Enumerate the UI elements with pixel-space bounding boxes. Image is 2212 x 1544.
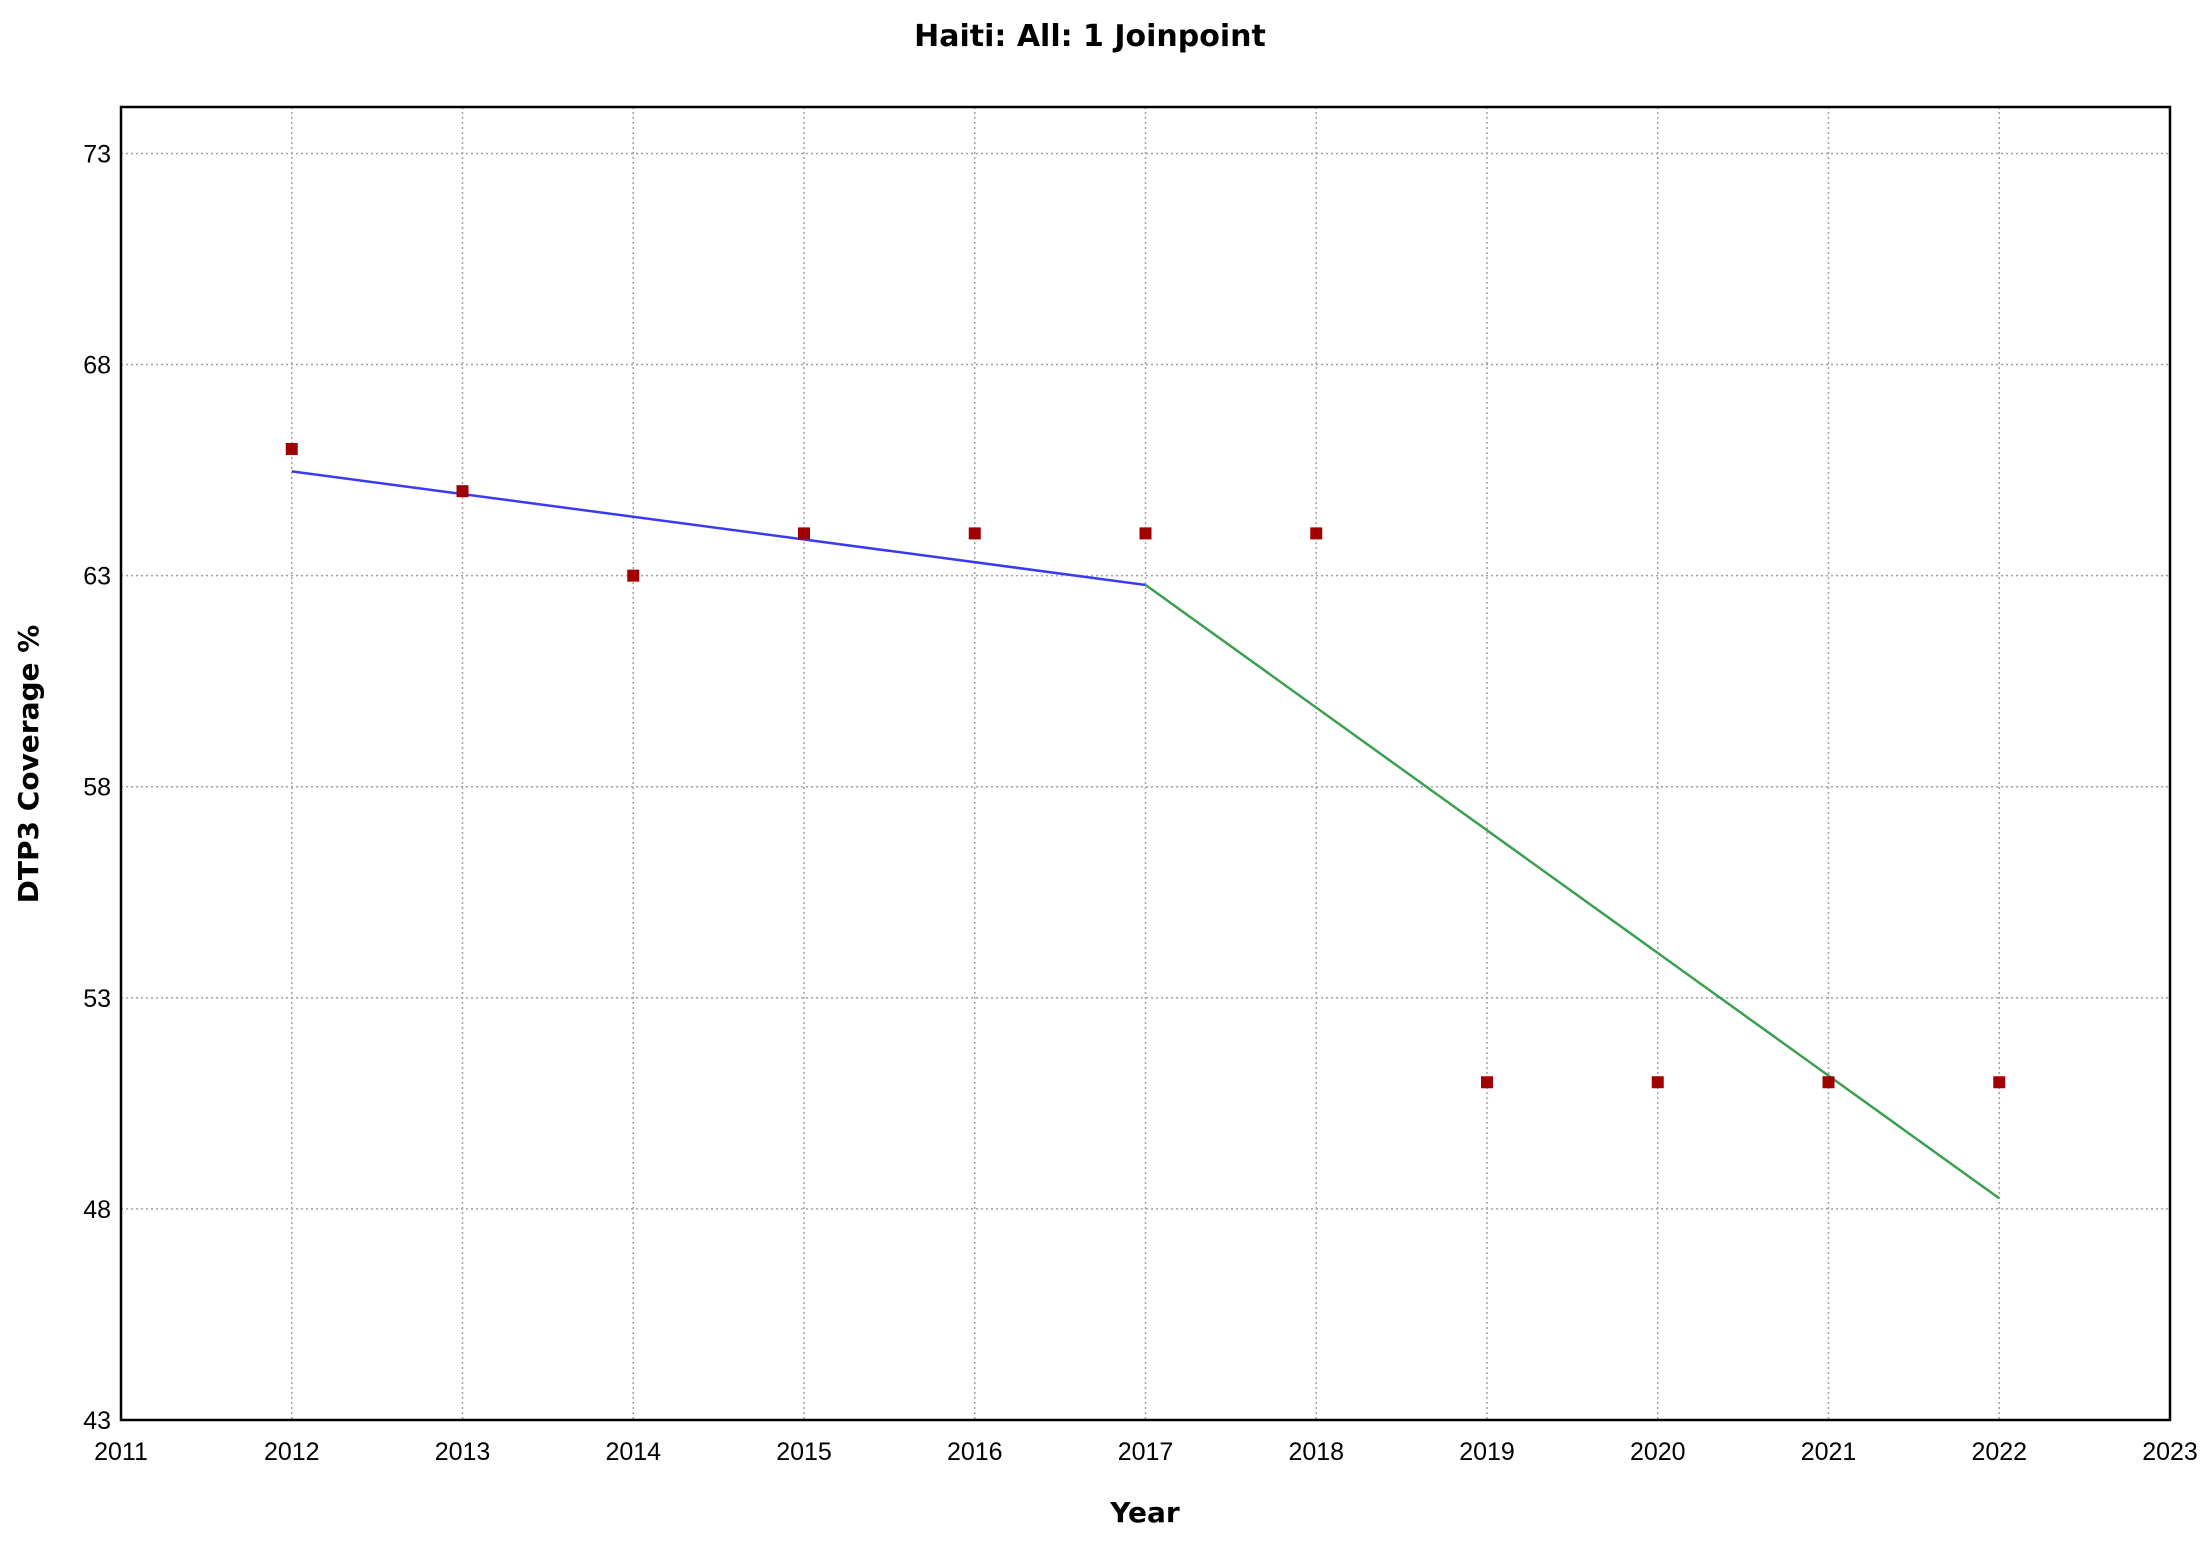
x-tick-label: 2022 [1971, 1438, 2027, 1466]
observed-point [627, 569, 640, 582]
segment-line-1 [291, 470, 1146, 587]
x-axis-ticks: 2011 2012 2013 2014 2015 2016 2017 2018 2019 2020… [94, 1438, 2198, 1466]
y-tick-label: 58 [83, 774, 111, 802]
observed-point [968, 527, 981, 540]
chart-title: Haiti: All: 1 Joinpoint [914, 19, 1266, 54]
y-tick-label: 73 [83, 140, 111, 168]
y-tick-label: 63 [83, 563, 111, 591]
plot-area-frame [119, 105, 2172, 1422]
y-tick-label: 53 [83, 985, 111, 1013]
x-tick-label: 2012 [264, 1438, 320, 1466]
x-tick-label: 2016 [947, 1438, 1003, 1466]
observed-point [1481, 1076, 1493, 1089]
y-tick-label: 68 [83, 352, 111, 380]
segment-line-2 [1144, 583, 2000, 1200]
grid-layer [121, 107, 2170, 1420]
observed-point [1139, 527, 1152, 540]
regression-segments [291, 470, 2000, 1200]
x-tick-label: 2023 [2142, 1438, 2198, 1466]
x-axis-label: Year [1109, 1496, 1180, 1529]
observed-point [798, 527, 810, 540]
observed-point [1993, 1076, 2006, 1089]
x-tick-label: 2011 [94, 1438, 148, 1466]
observed-point [1651, 1076, 1664, 1089]
observed-point [1310, 527, 1323, 540]
x-tick-label: 2013 [435, 1438, 491, 1466]
x-tick-label: 2018 [1288, 1438, 1344, 1466]
x-tick-label: 2021 [1801, 1438, 1857, 1466]
observed-point [456, 485, 469, 498]
y-tick-label: 48 [83, 1196, 111, 1224]
x-tick-label: 2017 [1118, 1438, 1174, 1466]
x-tick-label: 2020 [1630, 1438, 1686, 1466]
observed-point [1822, 1076, 1835, 1089]
observed-points [285, 442, 2006, 1089]
y-tick-label: 43 [83, 1407, 111, 1435]
observed-point [285, 442, 298, 455]
x-tick-label: 2019 [1459, 1438, 1515, 1466]
y-axis-ticks: 43 48 53 58 63 68 73 [83, 140, 111, 1435]
x-tick-label: 2015 [776, 1438, 832, 1466]
y-axis-label: DTP3 Coverage % [12, 625, 45, 904]
x-tick-label: 2014 [605, 1438, 661, 1466]
